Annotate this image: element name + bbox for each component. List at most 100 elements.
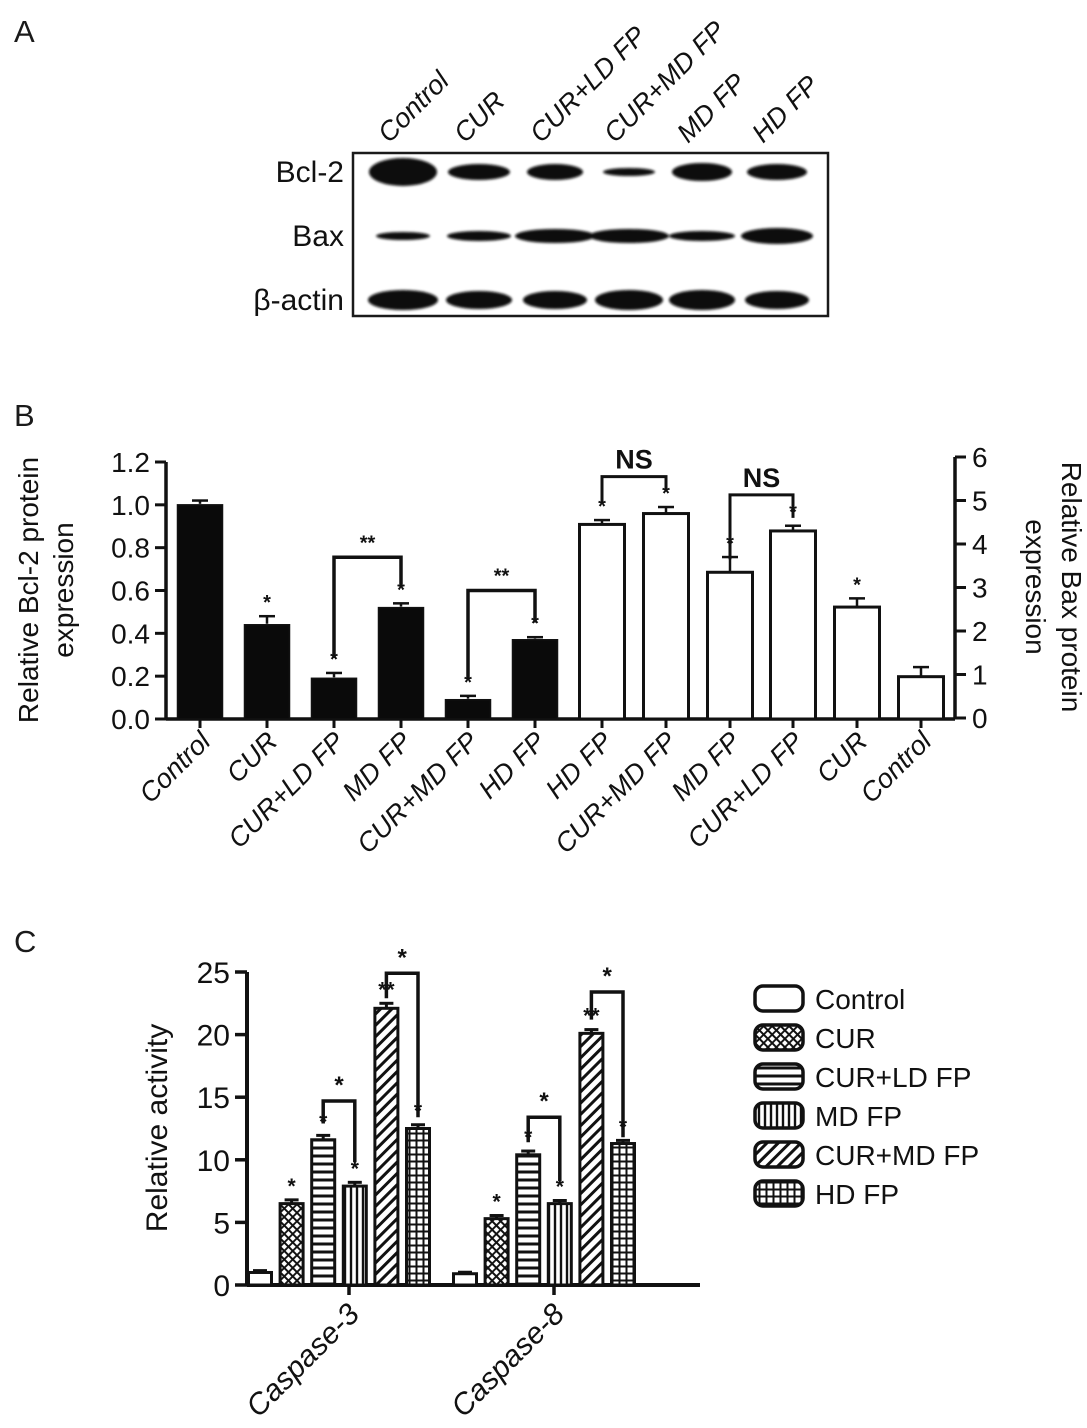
- bar-MD FP-Caspase-8: [546, 1202, 573, 1287]
- blot-band-row: [376, 228, 813, 244]
- error-bar: [785, 524, 801, 530]
- left-tick-label: 0.8: [111, 533, 150, 564]
- sig-bracket-label: *: [603, 963, 613, 990]
- blot-band-row: [368, 290, 809, 310]
- sig-bracket: [728, 493, 795, 560]
- error-bar: [192, 499, 208, 504]
- bar-HD FP: [511, 639, 559, 720]
- sig-star: *: [330, 649, 338, 671]
- legend-swatch-diag: [753, 1140, 805, 1169]
- sig-bracket: [589, 990, 625, 1138]
- blot-band: [745, 291, 809, 309]
- bar-CUR+MD FP-Caspase-8: [578, 1031, 605, 1287]
- legend-label: CUR+LD FP: [815, 1062, 971, 1093]
- legend-item-Control: Control: [753, 984, 905, 1015]
- legend-label: CUR: [815, 1023, 876, 1054]
- error-bar: [521, 1149, 536, 1154]
- left-tick-label: 0.6: [111, 576, 150, 607]
- legend-item-CUR+LD FP: CUR+LD FP: [753, 1062, 971, 1093]
- blot-band: [672, 163, 732, 181]
- error-bar: [594, 518, 610, 524]
- error-bar: [849, 597, 865, 607]
- sig-star: *: [493, 1191, 502, 1214]
- error-bar: [316, 1133, 331, 1139]
- bar-CUR-Caspase-8: [483, 1217, 510, 1287]
- left-tick-label: 0.4: [111, 618, 150, 649]
- error-bar: [347, 1180, 362, 1186]
- panel-c-chart: 0 5 10 15 20 25 Relative activity * * * * * * Caspase…: [141, 944, 979, 1423]
- sig-bracket: [466, 588, 537, 679]
- y-tick-label: 5: [213, 1207, 230, 1240]
- sig-bracket: [526, 1115, 562, 1182]
- blot-band: [747, 164, 807, 180]
- error-bar: [552, 1198, 567, 1203]
- sig-star: *: [397, 579, 405, 601]
- sig-bracket: [321, 1099, 357, 1163]
- sig-bracket-label: NS: [615, 445, 653, 475]
- blot-band: [595, 290, 663, 310]
- bar-Control: [897, 675, 945, 721]
- error-bar: [393, 602, 409, 607]
- legend-label: Control: [815, 984, 905, 1015]
- bar-HD FP: [578, 522, 626, 721]
- legend-swatch-vlines: [753, 1101, 805, 1130]
- sig-star: *: [351, 1157, 360, 1180]
- sig-star: *: [464, 672, 472, 694]
- left-axis-title: Relative Bcl-2 protein: [13, 457, 44, 723]
- right-tick-label: 4: [972, 529, 988, 560]
- bar-CUR+LD FP: [310, 677, 358, 720]
- y-tick-label: 20: [197, 1020, 230, 1053]
- legend-label: CUR+MD FP: [815, 1140, 979, 1171]
- sig-bracket-label: NS: [743, 463, 781, 493]
- right-tick-label: 1: [972, 660, 988, 691]
- blot-band: [515, 229, 595, 243]
- blot-box: [351, 151, 830, 318]
- bar-HD FP-Caspase-3: [405, 1127, 431, 1287]
- error-bar: [913, 665, 929, 676]
- bar-CUR+MD FP: [444, 698, 492, 720]
- sig-star: *: [662, 483, 670, 505]
- sig-bracket-label: *: [334, 1072, 344, 1099]
- blot-band: [669, 290, 735, 310]
- blot-band: [368, 290, 438, 310]
- legend-swatch-hlines: [753, 1062, 805, 1091]
- bar-MD FP: [706, 570, 754, 721]
- bar-CUR+LD FP-Caspase-8: [515, 1153, 542, 1287]
- x-category-label: HD FP: [473, 726, 551, 804]
- error-bar: [584, 1028, 599, 1033]
- sig-star: *: [853, 574, 861, 596]
- left-tick-label: 1.2: [111, 447, 150, 478]
- panel-b-letter: B: [14, 398, 35, 433]
- blot-band: [446, 291, 512, 309]
- panel-c-letter: C: [14, 924, 37, 959]
- blot-band: [376, 232, 430, 240]
- blot-band: [603, 168, 655, 176]
- blot-band: [527, 164, 583, 180]
- right-tick-label: 3: [972, 573, 988, 604]
- error-bar: [326, 671, 342, 678]
- error-bar: [411, 1123, 425, 1128]
- blot-band: [669, 231, 735, 241]
- blot-band: [447, 231, 511, 241]
- legend-label: HD FP: [815, 1179, 899, 1210]
- sig-bracket-label: **: [360, 532, 376, 554]
- legend-swatch-grid: [753, 1179, 805, 1208]
- right-tick-label: 5: [972, 486, 988, 517]
- bar-Control: [176, 504, 224, 720]
- legend-label: MD FP: [815, 1101, 902, 1132]
- sig-star: *: [531, 613, 539, 635]
- panel-a-letter: A: [14, 14, 35, 49]
- blot-band: [369, 158, 437, 186]
- x-category-label: CUR: [221, 726, 284, 789]
- legend-item-MD FP: MD FP: [753, 1101, 902, 1132]
- sig-bracket: [600, 475, 668, 503]
- panel-b-chart: 0.0 0.2 0.4 0.6 0.8 1.0 1.2 0 1 2 3 4 5 6 Relative Bcl…: [13, 442, 1087, 859]
- legend-swatch-open: [753, 984, 805, 1013]
- bar-CUR+LD FP-Caspase-3: [310, 1138, 337, 1287]
- legend-item-CUR+MD FP: CUR+MD FP: [753, 1140, 979, 1171]
- blot-row-label: Bcl-2: [276, 156, 344, 189]
- bar-HD FP-Caspase-8: [610, 1142, 636, 1287]
- sig-bracket-label: *: [398, 944, 408, 971]
- bar-MD FP-Caspase-3: [341, 1184, 368, 1287]
